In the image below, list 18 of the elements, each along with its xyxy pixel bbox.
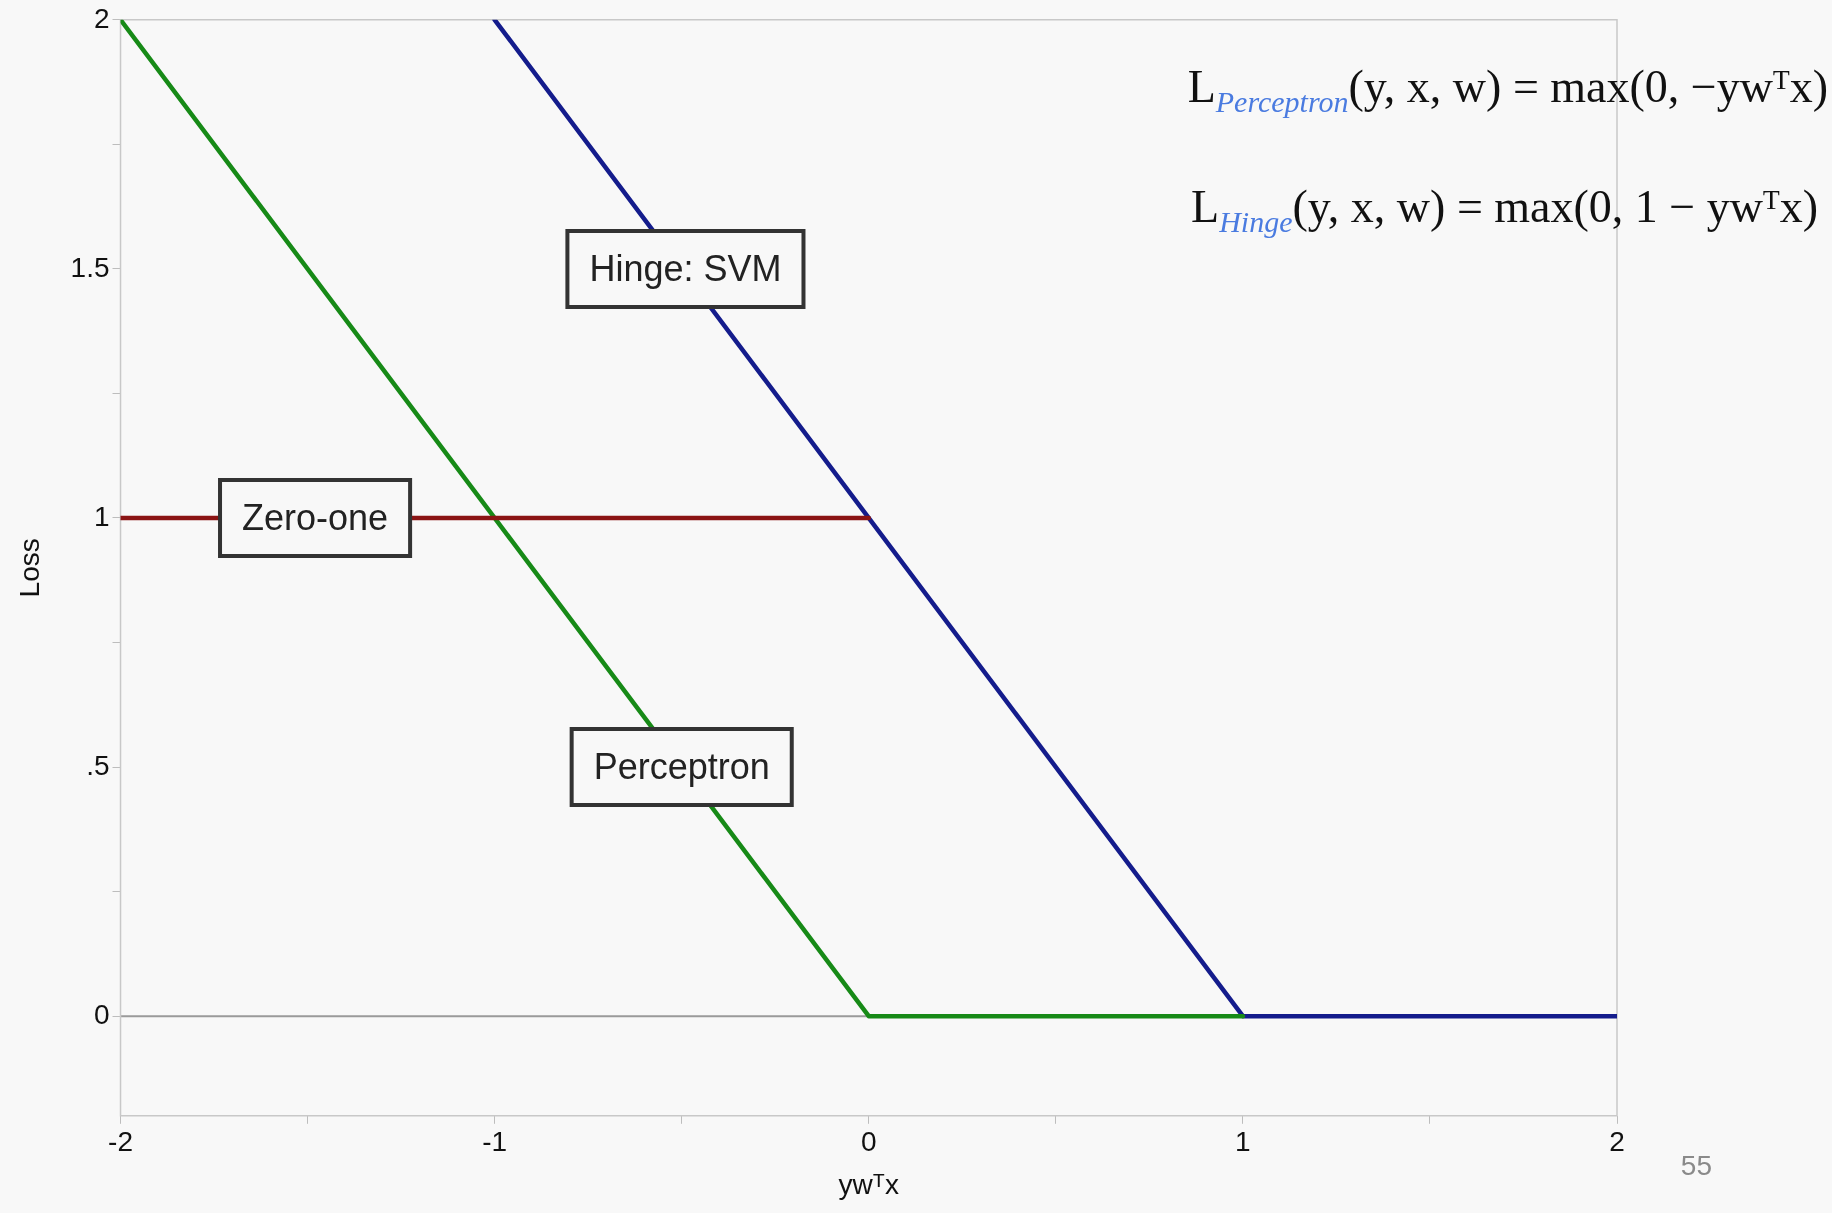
x-tick-label: 1 xyxy=(1235,1126,1251,1158)
x-tick-label: -2 xyxy=(108,1126,133,1158)
annotation: L$_{Perceptron}$(y, x, w) = max(0, −ywᵀx) xyxy=(1187,60,1828,120)
x-tick-label: -1 xyxy=(482,1126,508,1158)
y-tick-label: 0 xyxy=(93,998,110,1030)
annotation: L$_{Hinge}$(y, x, w) = max(0, 1 − ywᵀx) xyxy=(1191,180,1818,240)
x-axis-title: ywᵀx xyxy=(838,1168,899,1200)
text: 55 xyxy=(1680,1150,1712,1182)
annotation: Hinge: SVM xyxy=(589,247,782,289)
annotation: Perceptron xyxy=(593,745,770,787)
y-axis-title: Loss xyxy=(13,538,45,598)
y-tick-label: 1 xyxy=(93,500,110,532)
y-tick-label: .5 xyxy=(86,749,110,781)
x-tick-label: 2 xyxy=(1609,1126,1625,1158)
annotation: Zero-one xyxy=(242,496,389,538)
y-tick-label: 1.5 xyxy=(70,251,110,283)
y-tick-label: 2 xyxy=(93,2,110,34)
x-tick-label: 0 xyxy=(860,1126,877,1158)
